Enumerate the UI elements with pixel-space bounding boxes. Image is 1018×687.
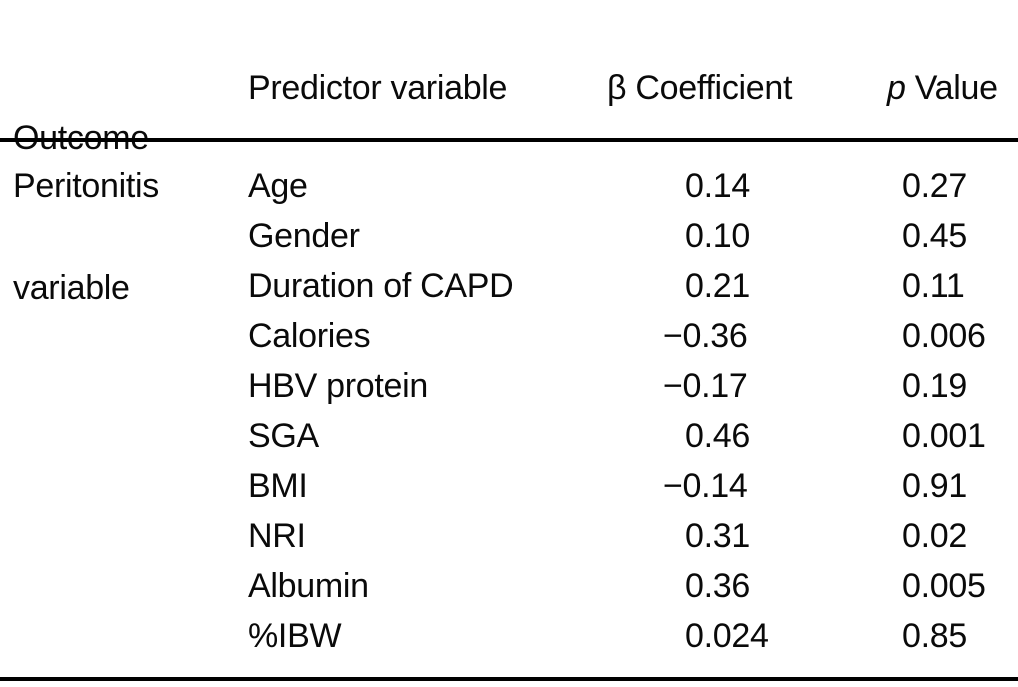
p-value-cell: 0.91	[902, 467, 967, 505]
p-value-cell: 0.001	[902, 417, 986, 455]
p-value-cell: 0.11	[902, 267, 965, 305]
predictor-cell: BMI	[248, 467, 308, 505]
p-value-cell: 0.19	[902, 367, 967, 405]
table-row: BMI −0.14 0.91	[0, 461, 1018, 511]
table-row: Gender 0.10 0.45	[0, 211, 1018, 261]
p-symbol: p	[887, 69, 906, 107]
beta-coefficient-cell: 0.46	[685, 417, 750, 455]
predictor-cell: Gender	[248, 217, 360, 255]
table-row: %IBW 0.024 0.85	[0, 611, 1018, 661]
outcome-variable-value: Peritonitis	[13, 167, 159, 205]
beta-coefficient-cell: 0.024	[685, 617, 769, 655]
table-row: NRI 0.31 0.02	[0, 511, 1018, 561]
predictor-cell: %IBW	[248, 617, 342, 655]
beta-coefficient-cell: 0.14	[685, 167, 750, 205]
beta-coefficient-cell: −0.17	[663, 367, 748, 405]
p-value-cell: 0.005	[902, 567, 986, 605]
table-row: Duration of CAPD 0.21 0.11	[0, 261, 1018, 311]
predictor-cell: Age	[248, 167, 308, 205]
beta-coefficient-cell: 0.10	[685, 217, 750, 255]
outcome-header-line2: variable	[13, 269, 130, 307]
header-divider-rule	[0, 138, 1018, 142]
predictor-cell: Albumin	[248, 567, 369, 605]
predictor-cell: Calories	[248, 317, 371, 355]
beta-coefficient-cell: −0.14	[663, 467, 748, 505]
predictor-cell: HBV protein	[248, 367, 429, 405]
p-value-cell: 0.27	[902, 167, 967, 205]
column-header-beta-coefficient: β Coefficient	[607, 63, 792, 113]
beta-coefficient-cell: 0.36	[685, 567, 750, 605]
beta-coefficient-cell: 0.21	[685, 267, 750, 305]
table-row: Age 0.14 0.27	[0, 161, 1018, 211]
beta-header-text: Coefficient	[626, 69, 793, 107]
beta-symbol: β	[607, 69, 627, 107]
predictor-cell: NRI	[248, 517, 306, 555]
table-body: Age 0.14 0.27 Gender 0.10 0.45 Duration …	[0, 161, 1018, 661]
predictor-cell: SGA	[248, 417, 319, 455]
table-bottom-rule	[0, 677, 1018, 681]
beta-coefficient-cell: 0.31	[685, 517, 750, 555]
table-row: Calories −0.36 0.006	[0, 311, 1018, 361]
column-header-p-value: p Value	[887, 63, 998, 113]
p-value-cell: 0.45	[902, 217, 967, 255]
table-row: SGA 0.46 0.001	[0, 411, 1018, 461]
predictor-cell: Duration of CAPD	[248, 267, 514, 305]
p-header-text: Value	[905, 69, 998, 107]
p-value-cell: 0.02	[902, 517, 967, 555]
beta-coefficient-cell: −0.36	[663, 317, 748, 355]
table-row: Albumin 0.36 0.005	[0, 561, 1018, 611]
p-value-cell: 0.85	[902, 617, 967, 655]
column-header-predictor-variable: Predictor variable	[248, 69, 508, 107]
p-value-cell: 0.006	[902, 317, 986, 355]
table-row: HBV protein −0.17 0.19	[0, 361, 1018, 411]
